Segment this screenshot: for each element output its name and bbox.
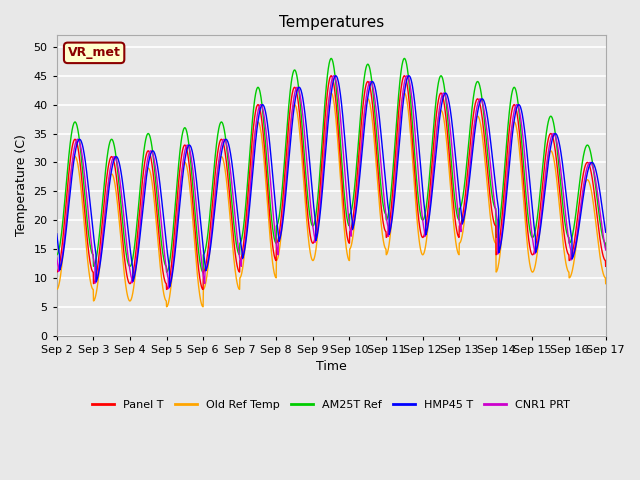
Text: VR_met: VR_met	[68, 47, 120, 60]
X-axis label: Time: Time	[316, 360, 347, 373]
Y-axis label: Temperature (C): Temperature (C)	[15, 134, 28, 237]
Legend: Panel T, Old Ref Temp, AM25T Ref, HMP45 T, CNR1 PRT: Panel T, Old Ref Temp, AM25T Ref, HMP45 …	[88, 395, 575, 414]
Title: Temperatures: Temperatures	[278, 15, 384, 30]
